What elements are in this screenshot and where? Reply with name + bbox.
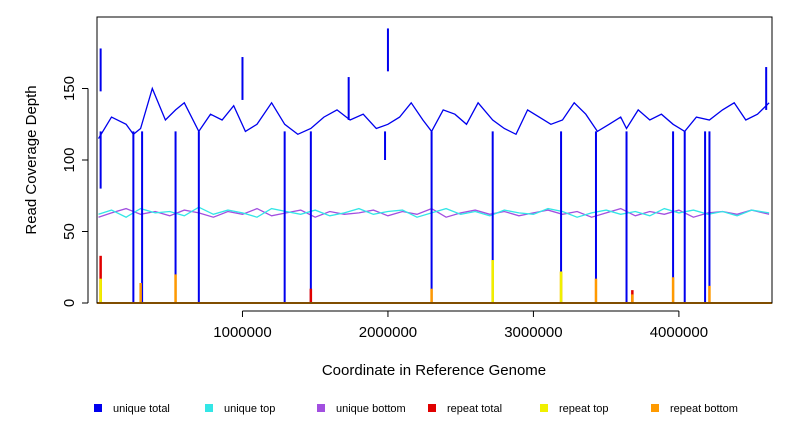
legend-item-unique-bottom: unique bottom [317,403,406,415]
legend-item-unique-total: unique total [94,403,170,415]
y-tick-label: 50 [61,223,78,240]
y-tick-label: 100 [61,147,78,172]
legend-item-unique-top: unique top [205,403,275,415]
plot-area [97,28,772,304]
y-tick-label: 0 [61,299,78,307]
legend-swatch [94,404,102,412]
legend-label: repeat bottom [670,403,738,415]
legend-label: repeat top [559,403,609,415]
x-tick-label: 2000000 [359,324,417,341]
y-axis: 0 50 100 150 [61,76,89,307]
legend-swatch [317,404,325,412]
legend-item-repeat-top: repeat top [540,403,609,415]
legend: unique total unique top unique bottom repea… [94,403,738,415]
legend-item-repeat-total: repeat total [428,403,502,415]
legend-swatch [205,404,213,412]
legend-label: unique bottom [336,403,406,415]
legend-swatch [651,404,659,412]
series-unique-total-line [97,86,770,139]
legend-swatch [428,404,436,412]
legend-label: unique total [113,403,170,415]
y-tick-label: 150 [61,76,78,101]
legend-swatch [540,404,548,412]
legend-label: unique top [224,403,275,415]
x-axis-label: Coordinate in Reference Genome [322,362,546,379]
y-axis-label: Read Coverage Depth [23,85,40,234]
plot-frame [96,16,773,304]
x-tick-label: 3000000 [504,324,562,341]
legend-label: repeat total [447,403,502,415]
legend-item-repeat-bottom: repeat bottom [651,403,738,415]
x-axis: 1000000 2000000 3000000 4000000 [213,310,708,341]
x-tick-label: 4000000 [650,324,708,341]
x-tick-label: 1000000 [213,324,271,341]
